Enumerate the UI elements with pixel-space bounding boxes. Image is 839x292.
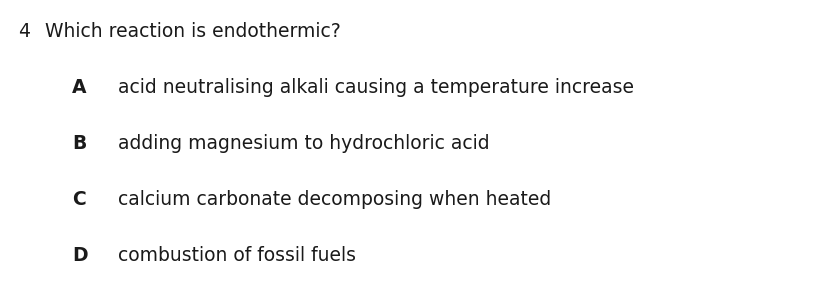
Text: calcium carbonate decomposing when heated: calcium carbonate decomposing when heate…	[118, 190, 551, 209]
Text: B: B	[72, 134, 86, 153]
Text: combustion of fossil fuels: combustion of fossil fuels	[118, 246, 356, 265]
Text: adding magnesium to hydrochloric acid: adding magnesium to hydrochloric acid	[118, 134, 490, 153]
Text: D: D	[72, 246, 87, 265]
Text: A: A	[72, 78, 86, 97]
Text: Which reaction is endothermic?: Which reaction is endothermic?	[45, 22, 341, 41]
Text: C: C	[72, 190, 86, 209]
Text: acid neutralising alkali causing a temperature increase: acid neutralising alkali causing a tempe…	[118, 78, 634, 97]
Text: 4: 4	[18, 22, 30, 41]
